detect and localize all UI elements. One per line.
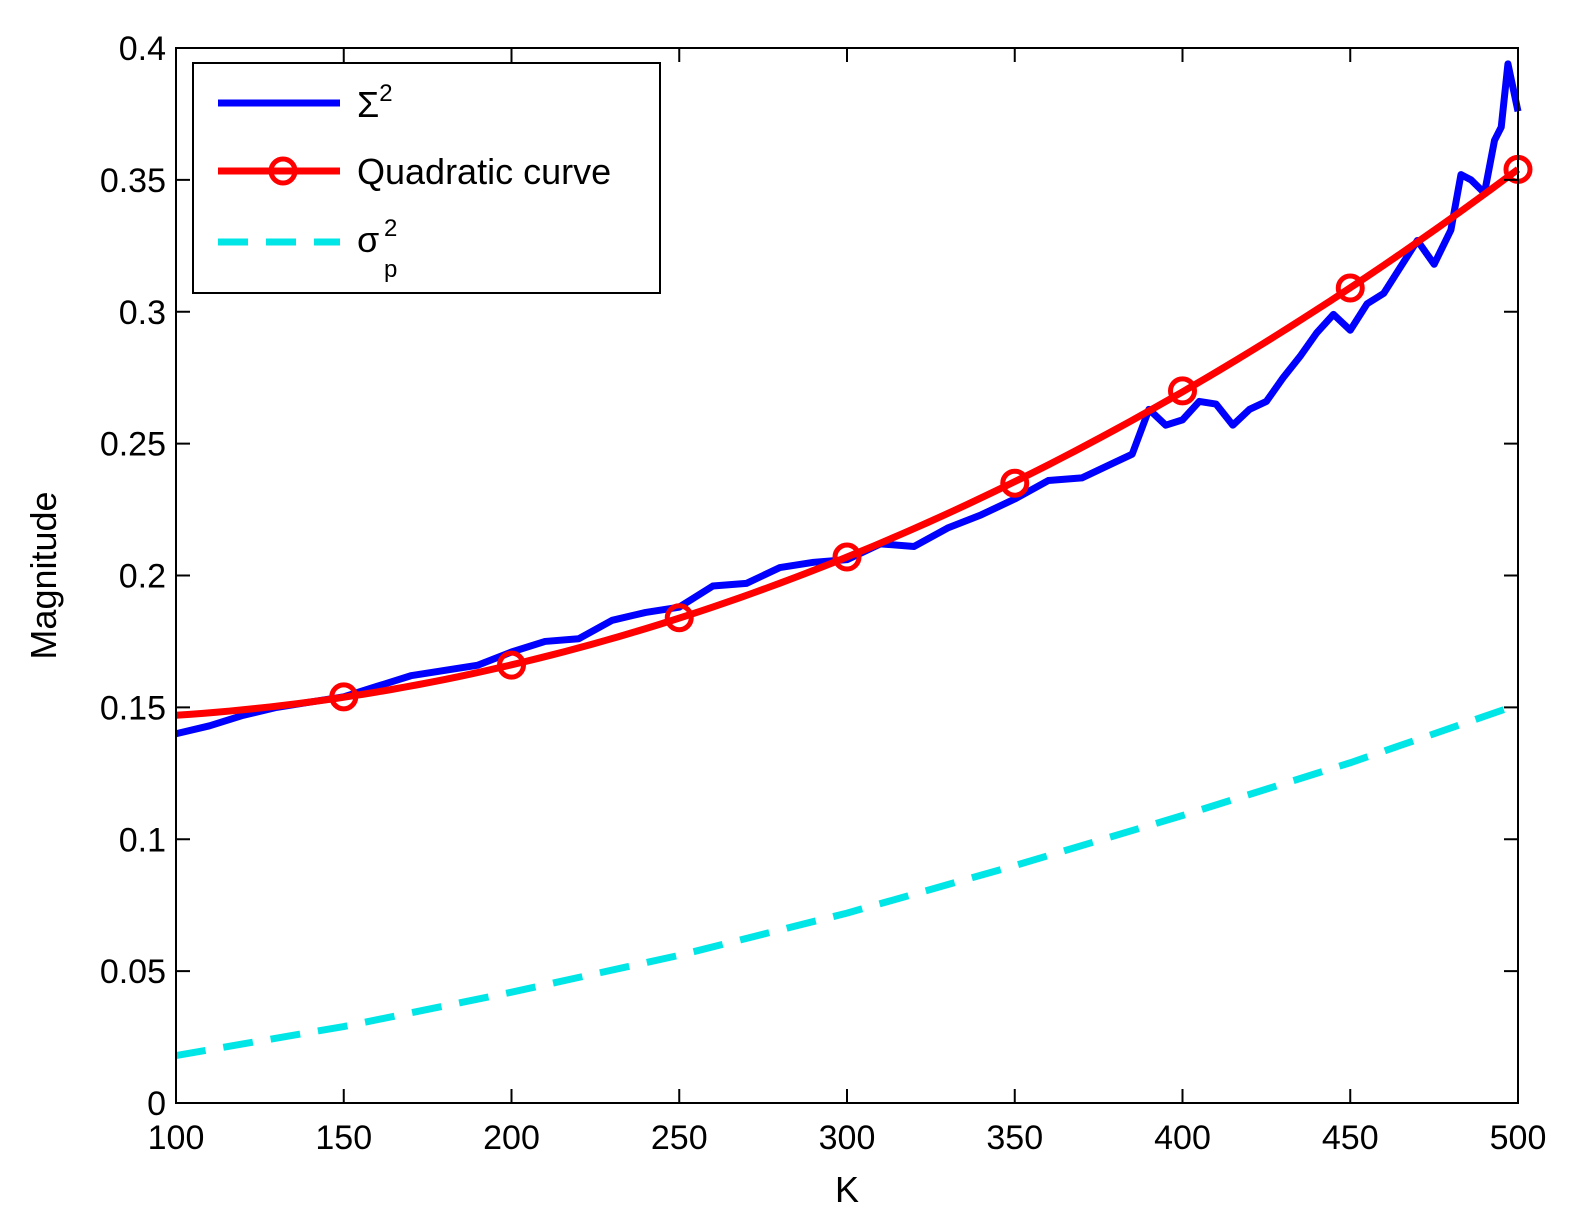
y-tick-label: 0.35: [100, 162, 166, 200]
x-tick-label: 100: [148, 1119, 205, 1157]
y-tick-label: 0: [147, 1085, 166, 1123]
legend-label-sigma-squared-sup: 2: [379, 80, 392, 107]
quadratic-curve-marker: [1168, 376, 1197, 406]
x-tick-label: 350: [986, 1119, 1043, 1157]
y-tick-label: 0.15: [100, 689, 166, 727]
y-axis-label: Magnitude: [23, 491, 64, 659]
x-tick-label: 300: [819, 1119, 876, 1157]
y-tick-label: 0.05: [100, 953, 166, 991]
series-sigma-p-line: [175, 701, 1520, 1059]
x-tick-label: 200: [483, 1119, 540, 1157]
x-tick-label: 250: [651, 1119, 708, 1157]
legend-label-sigma-p-sup: 2: [384, 215, 397, 242]
quadratic-curve-marker: [1335, 273, 1365, 303]
x-tick-label: 150: [315, 1119, 372, 1157]
legend-label-sigma-squared-base: Σ: [357, 84, 379, 125]
x-axis-label: K: [835, 1169, 859, 1210]
y-tick-label: 0.1: [119, 821, 166, 859]
quadratic-curve-marker: [329, 682, 359, 712]
y-tick-label: 0.3: [119, 294, 166, 332]
quadratic-curve-marker: [832, 542, 862, 572]
y-tick-label: 0.4: [119, 30, 166, 68]
x-tick-label: 450: [1322, 1119, 1379, 1157]
legend-label-sigma-squared: Σ2: [357, 80, 393, 125]
y-tick-label: 0.25: [100, 426, 166, 464]
y-tick-label: 0.2: [119, 558, 166, 596]
x-tick-label: 500: [1490, 1119, 1547, 1157]
legend-marker-quadratic-curve: [268, 156, 298, 186]
plot-lines: [175, 60, 1533, 1059]
quadratic-curve-marker: [664, 603, 694, 633]
legend-label-sigma-p-sub: p: [384, 256, 397, 283]
axis-ticks: 100 150 200 250 300 350 400 450 500 0 0.05 0.1 0.15 0…: [100, 30, 1547, 1157]
legend-label-quadratic-curve: Quadratic curve: [357, 151, 611, 192]
x-tick-label: 400: [1154, 1119, 1211, 1157]
quadratic-curve-marker: [497, 650, 526, 680]
legend-label-sigma-p: σ: [357, 219, 379, 260]
series-quadratic-curve-line: [175, 166, 1521, 719]
legend-label-sigma-p-base: σ: [357, 219, 379, 260]
quadratic-curve-marker: [1000, 468, 1030, 498]
